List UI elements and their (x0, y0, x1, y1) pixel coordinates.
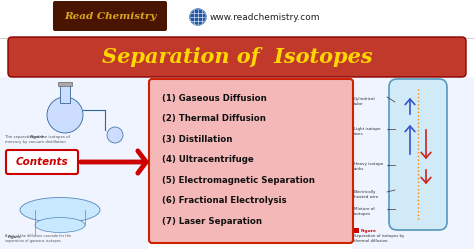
FancyBboxPatch shape (8, 37, 466, 77)
Text: A cut of the diffusion cascade for the
separation of gaseous isotopes: A cut of the diffusion cascade for the s… (5, 234, 71, 243)
Text: Contents: Contents (16, 157, 68, 167)
Text: (3) Distillation: (3) Distillation (162, 134, 232, 143)
Text: www.readchemistry.com: www.readchemistry.com (210, 12, 320, 21)
Text: Figure: Figure (8, 235, 22, 239)
Ellipse shape (35, 217, 85, 233)
Text: Figure: Figure (30, 135, 45, 139)
Text: Mixture of
isotopes: Mixture of isotopes (354, 207, 375, 216)
FancyBboxPatch shape (53, 1, 167, 31)
Text: Separation of  Isotopes: Separation of Isotopes (102, 47, 372, 67)
Circle shape (47, 97, 83, 133)
Text: (6) Fractional Electrolysis: (6) Fractional Electrolysis (162, 196, 287, 205)
Bar (58, 82, 72, 86)
Bar (60, 85, 70, 103)
Circle shape (190, 9, 206, 25)
Text: (2) Thermal Diffusion: (2) Thermal Diffusion (162, 114, 266, 123)
Bar (352, 77, 474, 249)
Text: Electrically
heated wire: Electrically heated wire (354, 190, 378, 199)
Text: The separation of the isotopes of
mercury by vacuum distillation: The separation of the isotopes of mercur… (5, 135, 70, 144)
FancyBboxPatch shape (389, 79, 447, 230)
Text: Figure: Figure (361, 229, 377, 233)
Text: Read Chemistry: Read Chemistry (64, 11, 156, 20)
Text: Heavy isotope
sinks: Heavy isotope sinks (354, 162, 383, 171)
Text: Light isotope
rises: Light isotope rises (354, 127, 381, 136)
Text: (1) Gaseous Diffusion: (1) Gaseous Diffusion (162, 94, 267, 103)
Bar (0, 0, 474, 38)
Text: (5) Electromagnetic Separation: (5) Electromagnetic Separation (162, 176, 315, 185)
Bar (354, 228, 359, 233)
FancyBboxPatch shape (6, 150, 78, 174)
Text: (7) Laser Separation: (7) Laser Separation (162, 216, 262, 226)
Ellipse shape (20, 197, 100, 223)
Circle shape (107, 127, 123, 143)
Text: (4) Ultracentrifuge: (4) Ultracentrifuge (162, 155, 254, 164)
FancyBboxPatch shape (149, 79, 353, 243)
Text: Cylindrical
tube: Cylindrical tube (354, 97, 375, 106)
Bar (0, 77, 148, 249)
Text: Separation of isotopes by
thermal diffusion.: Separation of isotopes by thermal diffus… (354, 234, 404, 243)
